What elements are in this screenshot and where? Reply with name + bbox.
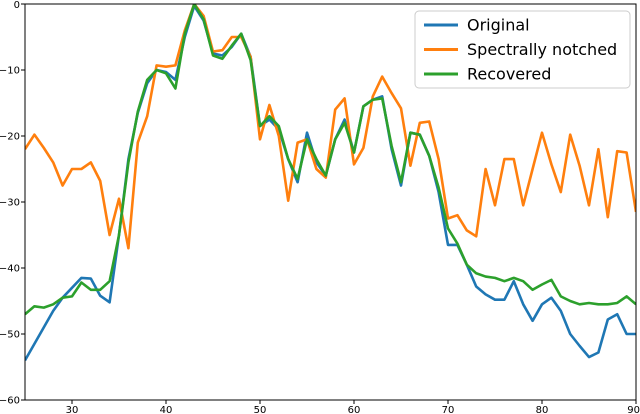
plot-lines bbox=[25, 4, 636, 362]
x-tick-label: 40 bbox=[160, 405, 173, 414]
y-tick-label: −60 bbox=[0, 396, 20, 407]
y-tick-label: −50 bbox=[0, 330, 20, 341]
y-tick-label: −10 bbox=[0, 66, 20, 77]
series-line-2 bbox=[25, 4, 636, 250]
x-tick-label: 90 bbox=[627, 405, 640, 414]
legend-label: Original bbox=[467, 16, 530, 35]
y-tick-label: −40 bbox=[0, 264, 20, 275]
x-tick-label: 80 bbox=[536, 405, 549, 414]
x-tick-label: 70 bbox=[442, 405, 455, 414]
x-tick-label: 50 bbox=[254, 405, 267, 414]
x-tick-label: 60 bbox=[348, 405, 361, 414]
legend-label: Spectrally notched bbox=[467, 40, 617, 59]
x-tick-label: 30 bbox=[66, 405, 79, 414]
series-line-3 bbox=[25, 4, 636, 316]
legend-label: Recovered bbox=[467, 65, 551, 84]
legend: Original Spectrally notched Recovered bbox=[414, 10, 631, 89]
legend-box bbox=[414, 10, 631, 89]
y-tick-label: −30 bbox=[0, 198, 20, 209]
y-tick-label: 0 bbox=[14, 0, 20, 11]
y-tick-label: −20 bbox=[0, 132, 20, 143]
